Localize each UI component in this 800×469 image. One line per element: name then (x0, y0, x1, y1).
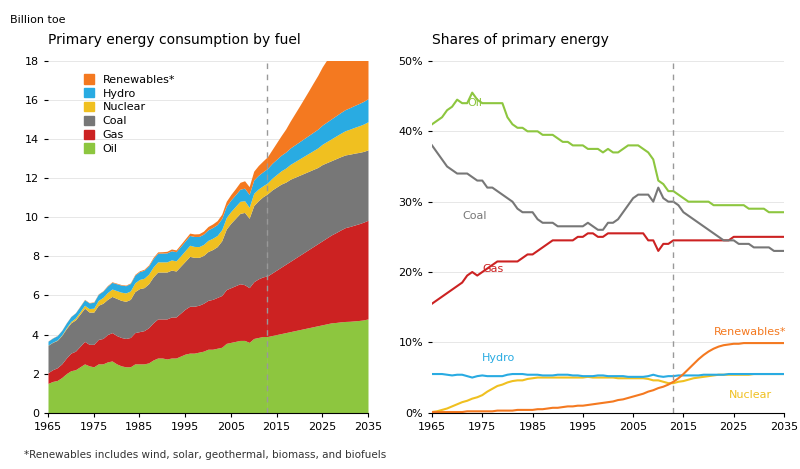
Text: Gas: Gas (482, 264, 503, 273)
Text: Primary energy consumption by fuel: Primary energy consumption by fuel (48, 33, 301, 47)
Text: Billion toe: Billion toe (10, 15, 65, 25)
Text: Nuclear: Nuclear (729, 390, 772, 400)
Text: *Renewables includes wind, solar, geothermal, biomass, and biofuels: *Renewables includes wind, solar, geothe… (24, 450, 386, 460)
Text: Hydro: Hydro (482, 353, 515, 363)
Text: Coal: Coal (462, 211, 486, 221)
Text: Renewables*: Renewables* (714, 327, 786, 337)
Text: Shares of primary energy: Shares of primary energy (432, 33, 609, 47)
Text: Oil: Oil (467, 98, 482, 108)
Legend: Renewables*, Hydro, Nuclear, Coal, Gas, Oil: Renewables*, Hydro, Nuclear, Coal, Gas, … (79, 70, 179, 158)
